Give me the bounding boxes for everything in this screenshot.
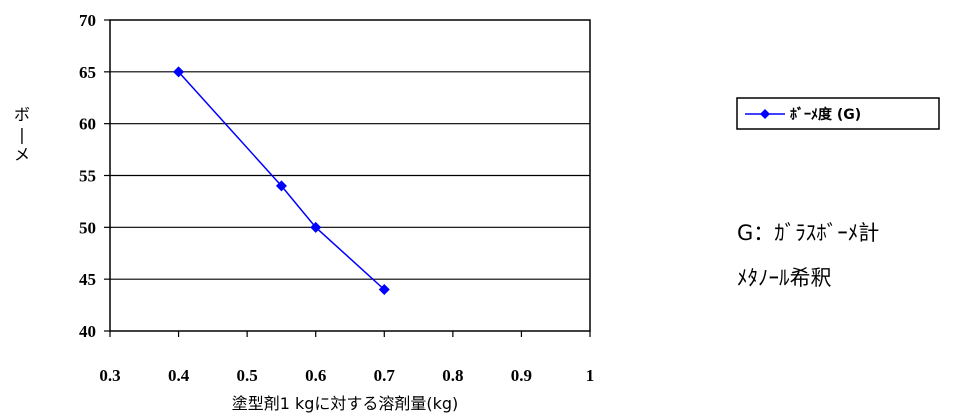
- x-tick-label: 0.5: [237, 366, 258, 385]
- y-tick-label: 55: [79, 167, 96, 186]
- x-tick-label: 0.7: [374, 366, 396, 385]
- x-tick-label: 0.3: [99, 366, 120, 385]
- y-tick-label: 60: [79, 115, 96, 134]
- y-tick-label: 40: [79, 322, 96, 341]
- legend-entry-label: ﾎﾞｰﾒ度 (G): [790, 106, 861, 123]
- x-tick-label: 1: [586, 366, 595, 385]
- y-axis-label: ボ|メ: [14, 105, 30, 164]
- x-axis-label: 塗型剤1 kgに対する溶剤量(kg): [232, 394, 459, 413]
- y-tick-label: 65: [79, 63, 96, 82]
- y-tick-label: 50: [79, 218, 96, 237]
- grid-lines: [110, 71, 590, 280]
- x-tick-label: 0.4: [168, 366, 190, 385]
- series-layer: [173, 66, 390, 296]
- note-line-1: G：ｶﾞﾗｽﾎﾞｰﾒ計: [737, 221, 880, 245]
- data-point: [310, 221, 322, 233]
- x-tick-label: 0.9: [511, 366, 532, 385]
- data-point: [173, 66, 185, 78]
- data-point: [378, 284, 390, 296]
- x-axis-ticks: 0.3 0.4 0.5 0.6 0.7 0.8 0.9 1: [99, 331, 594, 385]
- y-axis-label-char: |: [19, 125, 24, 144]
- legend-marker: [760, 109, 770, 119]
- y-axis-label-char: ボ: [14, 105, 30, 124]
- series-line: [178, 71, 385, 291]
- y-tick-label: 70: [79, 11, 96, 30]
- y-tick-label: 45: [79, 270, 96, 289]
- y-axis-ticks: 70 65 60 55 50 45 40: [79, 11, 110, 341]
- data-point: [275, 180, 287, 192]
- x-tick-label: 0.8: [442, 366, 463, 385]
- legend: ﾎﾞｰﾒ度 (G): [736, 97, 940, 130]
- note-line-2: ﾒﾀﾉｰﾙ希釈: [737, 266, 832, 290]
- x-tick-label: 0.6: [305, 366, 326, 385]
- y-axis-label-char: メ: [14, 145, 30, 164]
